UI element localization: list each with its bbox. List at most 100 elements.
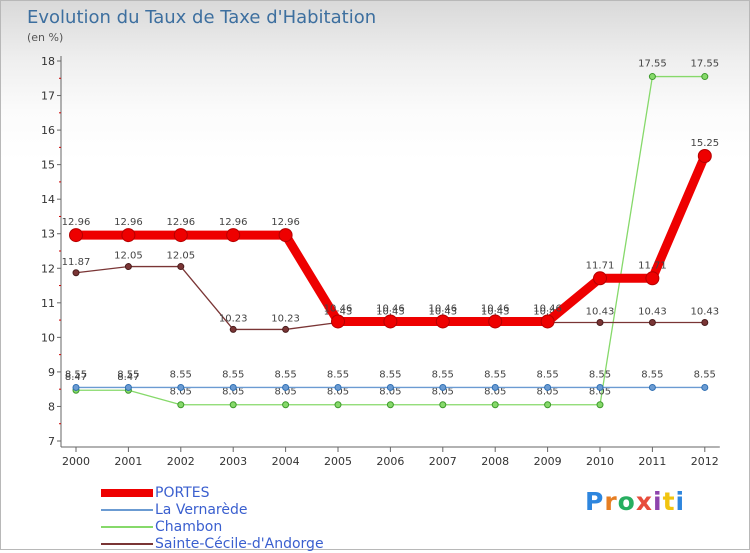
y-tick-label: 17 [41,90,55,103]
legend-item: PORTES [101,485,361,502]
legend-label: Sainte-Cécile-d'Andorge [155,536,324,552]
proxiti-logo: Proxiti [585,487,685,516]
x-tick-label: 2012 [691,455,719,468]
data-label: 10.43 [690,307,719,318]
data-label: 8.55 [432,369,454,380]
logo-letter: P [585,487,605,516]
x-tick-label: 2005 [324,455,352,468]
data-label: 12.96 [271,217,300,228]
data-point [491,401,499,409]
data-point [331,314,345,329]
data-label: 17.55 [690,59,719,70]
data-point [334,383,342,391]
x-tick-label: 2011 [638,455,666,468]
data-label: 12.96 [219,217,248,228]
data-point [648,319,656,327]
x-tick-label: 2008 [481,455,509,468]
legend-swatch [101,509,153,511]
data-label: 8.55 [484,369,506,380]
y-tick-label: 12 [41,262,55,275]
x-tick-label: 2010 [586,455,614,468]
data-point [596,401,604,409]
data-label: 10.46 [376,303,405,314]
data-point [124,263,132,271]
data-point [488,314,503,329]
data-label: 12.05 [114,251,143,262]
series-line-chambon [76,75,705,406]
data-point [72,383,80,391]
logo-letter: r [604,487,618,516]
data-point [229,325,237,333]
data-label: 8.05 [589,387,611,398]
x-tick-label: 2002 [167,455,195,468]
data-label: 8.05 [327,387,349,398]
data-label: 10.43 [533,307,562,318]
data-point [121,228,136,243]
data-point [648,383,656,391]
data-point [386,401,394,409]
data-point [701,383,709,391]
data-point [544,383,552,391]
data-point [439,401,447,409]
y-tick-label: 18 [41,55,55,68]
data-label: 10.46 [533,303,562,314]
legend-item: La Vernarède [101,502,361,519]
data-label: 10.43 [481,307,510,318]
data-point [229,401,237,409]
data-point [282,383,290,391]
data-point [177,383,185,391]
data-point [72,269,80,277]
data-label: 8.55 [694,369,716,380]
data-point [596,319,604,327]
data-point [645,271,660,286]
data-label: 12.96 [166,217,195,228]
data-label: 8.47 [117,372,139,383]
y-tick-label: 9 [48,366,55,379]
x-tick-label: 2003 [219,455,247,468]
data-point [124,383,132,391]
data-point [648,73,656,81]
data-label: 10.43 [638,307,667,318]
x-tick-label: 2000 [62,455,90,468]
data-label: 8.55 [274,369,296,380]
legend-label: Chambon [155,519,223,535]
logo-letter: i [675,487,686,516]
y-tick-label: 16 [41,124,55,137]
data-label: 10.23 [219,313,248,324]
data-label: 11.87 [62,257,91,268]
data-point [491,383,499,391]
data-label: 8.05 [432,387,454,398]
data-label: 10.43 [586,307,615,318]
series-line-portes [76,154,709,326]
data-label: 10.46 [324,303,353,314]
legend-swatch [101,489,153,497]
data-label: 10.46 [428,303,457,314]
data-label: 17.55 [638,59,667,70]
legend-item: Sainte-Cécile-d'Andorge [101,536,361,553]
data-point [701,319,709,327]
data-label: 8.05 [484,387,506,398]
data-point [226,228,241,243]
data-point [596,383,604,391]
data-label: 8.05 [536,387,558,398]
data-label: 11.71 [638,260,667,271]
data-point [334,401,342,409]
data-label: 8.05 [274,387,296,398]
data-label: 8.55 [117,369,139,380]
data-label: 15.25 [690,138,719,149]
data-point [435,314,450,329]
data-label: 8.47 [65,372,87,383]
y-tick-label: 15 [41,159,55,172]
data-label: 10.43 [376,307,405,318]
y-tick-label: 8 [48,400,55,413]
data-point [229,383,237,391]
logo-letter: x [635,487,653,516]
data-label: 12.05 [166,251,195,262]
data-point [701,73,709,81]
y-tick-label: 13 [41,228,55,241]
data-label: 8.55 [170,369,192,380]
data-label: 10.46 [481,303,510,314]
data-label: 8.55 [65,369,87,380]
